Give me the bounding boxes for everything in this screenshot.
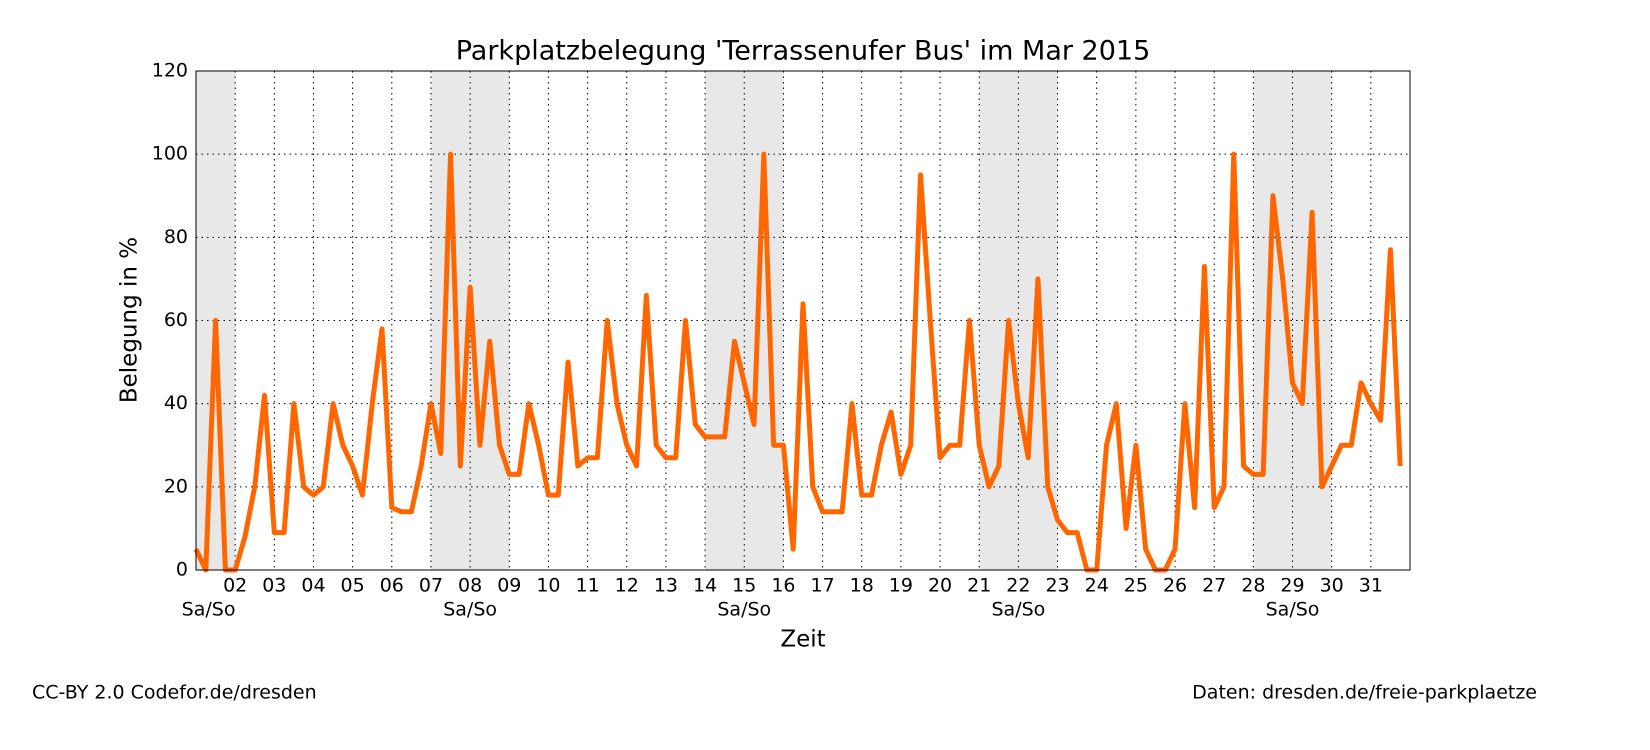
x-tick-label: 22: [1006, 575, 1030, 597]
y-tick-label: 40: [164, 392, 188, 414]
x-tick-label: 08: [458, 575, 482, 597]
weekend-label: Sa/So: [991, 599, 1045, 621]
x-tick-label: 16: [771, 575, 795, 597]
x-tick-label: 30: [1320, 575, 1344, 597]
x-tick-label: 13: [654, 575, 678, 597]
weekend-label: Sa/So: [443, 599, 497, 621]
weekend-label: Sa/So: [182, 599, 236, 621]
x-tick-label: 28: [1241, 575, 1265, 597]
footer-right: Daten: dresden.de/freie-parkplaetze: [1192, 682, 1537, 704]
x-tick-label: 06: [380, 575, 404, 597]
x-tick-label: 23: [1045, 575, 1069, 597]
x-tick-label: 18: [850, 575, 874, 597]
weekend-label: Sa/So: [1266, 599, 1320, 621]
y-tick-label: 100: [152, 143, 188, 165]
x-tick-label: 26: [1163, 575, 1187, 597]
x-tick-label: 25: [1124, 575, 1148, 597]
y-axis-label: Belegung in %: [117, 237, 143, 403]
y-tick-label: 80: [164, 226, 188, 248]
weekend-label: Sa/So: [717, 599, 771, 621]
x-tick-label: 21: [967, 575, 991, 597]
x-tick-label: 14: [693, 575, 717, 597]
x-tick-label: 10: [536, 575, 560, 597]
x-tick-label: 05: [341, 575, 365, 597]
data-line: [193, 151, 1403, 573]
x-tick-label: 19: [889, 575, 913, 597]
x-axis-label: Zeit: [780, 627, 825, 653]
chart-title: Parkplatzbelegung 'Terrassenufer Bus' im…: [456, 36, 1151, 67]
y-tick-label: 20: [164, 475, 188, 497]
x-tick-label: 29: [1280, 575, 1304, 597]
x-tick-label: 27: [1202, 575, 1226, 597]
x-tick-label: 20: [928, 575, 952, 597]
x-tick-label: 12: [615, 575, 639, 597]
x-tick-label: 17: [810, 575, 834, 597]
footer-left: CC-BY 2.0 Codefor.de/dresden: [32, 682, 317, 704]
x-tick-label: 15: [732, 575, 756, 597]
x-tick-label: 02: [223, 575, 247, 597]
y-tick-label: 120: [152, 60, 188, 82]
plot-frame: [195, 70, 1411, 571]
x-tick-label: 07: [419, 575, 443, 597]
y-tick-label: 60: [164, 309, 188, 331]
x-tick-label: 11: [576, 575, 600, 597]
y-tick-label: 0: [176, 559, 188, 581]
x-tick-label: 09: [497, 575, 521, 597]
x-tick-label: 24: [1085, 575, 1109, 597]
x-tick-label: 03: [262, 575, 286, 597]
x-tick-label: 04: [301, 575, 325, 597]
x-tick-label: 31: [1359, 575, 1383, 597]
